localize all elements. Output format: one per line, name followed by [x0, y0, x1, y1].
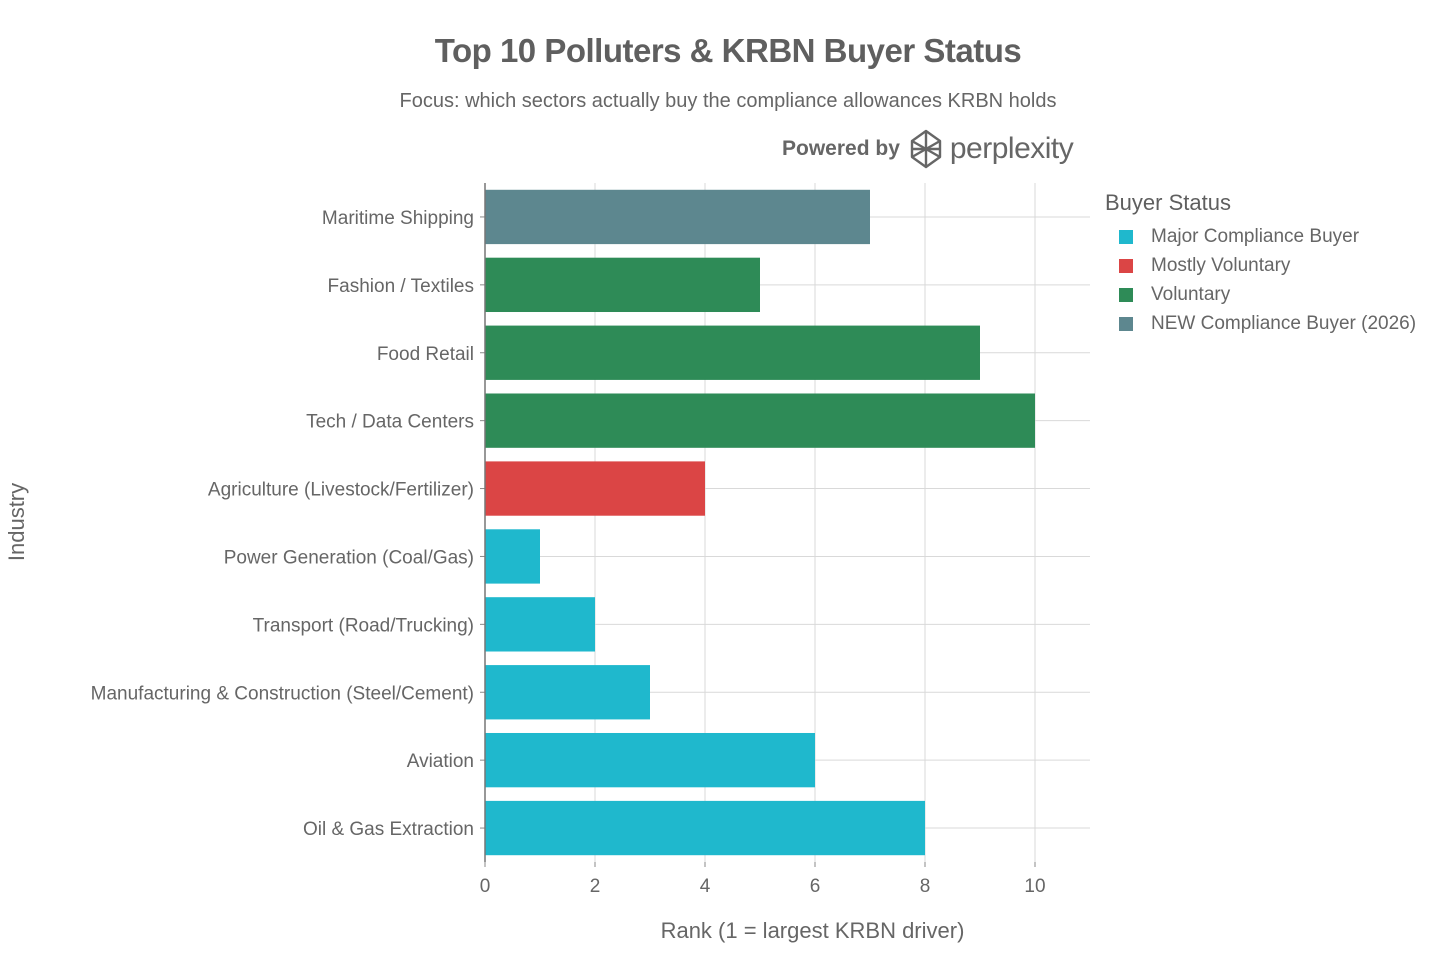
- bar: [485, 257, 760, 313]
- x-tick-label: 4: [700, 876, 711, 897]
- x-tick-label: 2: [590, 876, 601, 897]
- y-axis-title: Industry: [4, 483, 29, 561]
- legend-swatch: [1119, 316, 1133, 331]
- category-label: Agriculture (Livestock/Fertilizer): [208, 480, 474, 501]
- legend-item-mostly-voluntary[interactable]: Mostly Voluntary: [1105, 251, 1416, 280]
- bar: [485, 529, 540, 584]
- category-label: Aviation: [407, 751, 474, 772]
- x-tick-label: 10: [1024, 876, 1045, 897]
- category-label: Manufacturing & Construction (Steel/Ceme…: [91, 683, 474, 704]
- perplexity-logo-icon: [910, 129, 942, 169]
- legend-swatch: [1119, 287, 1133, 302]
- bar: [485, 732, 815, 788]
- x-tick-label: 8: [920, 876, 931, 897]
- bar: [485, 800, 925, 856]
- legend-swatch: [1119, 229, 1133, 244]
- bar: [485, 325, 980, 380]
- category-label: Tech / Data Centers: [306, 412, 474, 433]
- legend: Buyer Status Major Compliance Buyer Most…: [1105, 190, 1416, 338]
- category-label: Transport (Road/Trucking): [253, 615, 474, 636]
- legend-label: Voluntary: [1151, 283, 1231, 305]
- chart-subtitle: Focus: which sectors actually buy the co…: [399, 90, 1057, 112]
- x-axis-title: Rank (1 = largest KRBN driver): [661, 918, 965, 943]
- legend-item-new-compliance[interactable]: NEW Compliance Buyer (2026): [1105, 309, 1416, 338]
- legend-label: NEW Compliance Buyer (2026): [1151, 312, 1417, 334]
- legend-item-major-compliance[interactable]: Major Compliance Buyer: [1105, 222, 1416, 251]
- legend-label: Mostly Voluntary: [1151, 254, 1291, 276]
- bar: [485, 597, 595, 652]
- powered-by-label: Powered by: [782, 137, 900, 160]
- legend-item-voluntary[interactable]: Voluntary: [1105, 280, 1416, 309]
- powered-by-brand: Powered by perplexity: [782, 128, 1074, 170]
- legend-label: Major Compliance Buyer: [1151, 225, 1360, 247]
- category-label: Oil & Gas Extraction: [303, 819, 474, 840]
- bar: [485, 393, 1035, 448]
- category-label: Power Generation (Coal/Gas): [224, 547, 474, 568]
- x-tick-label: 6: [810, 876, 821, 897]
- legend-title: Buyer Status: [1105, 190, 1231, 215]
- chart-title: Top 10 Polluters & KRBN Buyer Status: [434, 32, 1022, 69]
- x-tick-label: 0: [480, 876, 491, 897]
- legend-swatch: [1119, 258, 1133, 273]
- category-label: Maritime Shipping: [322, 208, 474, 229]
- bar: [485, 461, 705, 516]
- category-label: Food Retail: [377, 344, 474, 365]
- bar: [485, 189, 870, 245]
- category-label: Fashion / Textiles: [328, 276, 474, 297]
- bar: [485, 665, 650, 720]
- brand-name: perplexity: [949, 132, 1074, 165]
